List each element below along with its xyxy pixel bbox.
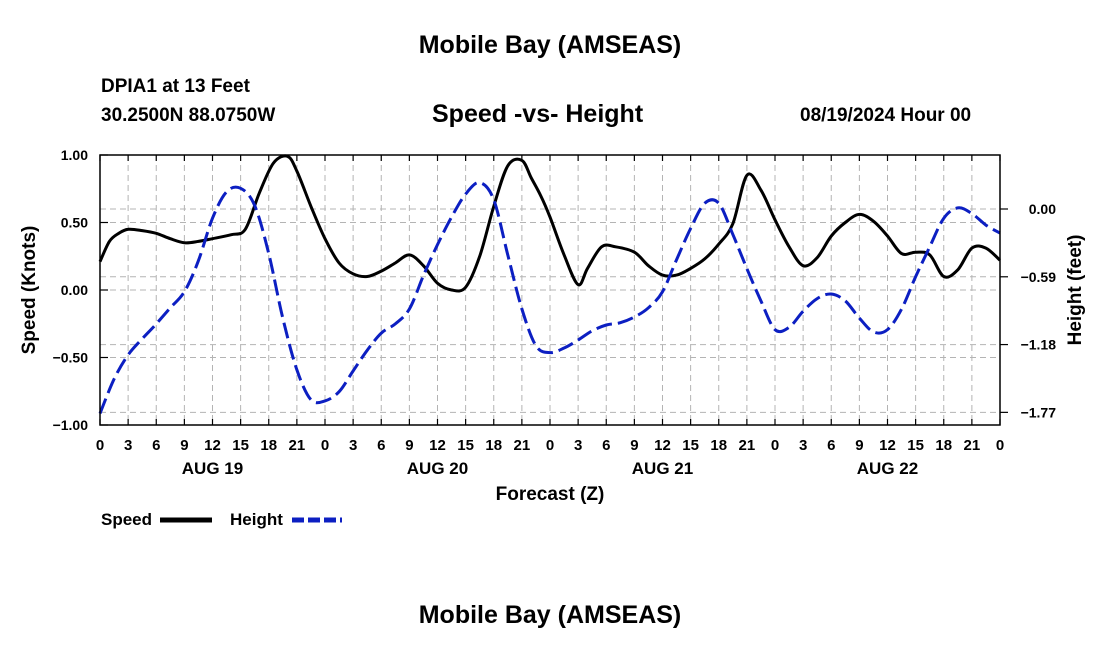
y-right-tick-label: 0.00 [1029, 201, 1056, 217]
y-axis-right-label: Height (feet) [1065, 235, 1086, 346]
x-tick-label: 3 [574, 437, 582, 454]
y-tick-label: 0.00 [61, 282, 88, 298]
x-tick-label: 3 [349, 437, 357, 454]
series-layer [98, 154, 1002, 415]
x-tick-label: 15 [457, 437, 474, 454]
x-tick-label: 15 [232, 437, 249, 454]
x-tick-label: 18 [260, 437, 277, 454]
x-tick-label: 9 [405, 437, 413, 454]
series-line-height [98, 181, 1001, 415]
x-tick-label: 9 [855, 437, 863, 454]
x-tick-label: 12 [204, 437, 221, 454]
x-tick-label: 18 [710, 437, 727, 454]
forecast-datetime: 08/19/2024 Hour 00 [800, 105, 972, 126]
date-label: AUG 21 [632, 459, 693, 478]
date-label: AUG 20 [407, 459, 468, 478]
y-tick-label: −1.00 [53, 417, 89, 433]
coordinates-label: 30.2500N 88.0750W [101, 105, 276, 126]
date-label: AUG 19 [182, 459, 243, 478]
x-tick-label: 6 [602, 437, 610, 454]
y-tick-label: 1.00 [61, 147, 88, 163]
x-tick-label: 21 [964, 437, 981, 454]
x-tick-label: 0 [546, 437, 554, 454]
y-right-tick-label: −1.77 [1021, 404, 1057, 420]
x-tick-label: 12 [654, 437, 671, 454]
x-tick-label: 9 [630, 437, 638, 454]
x-tick-label: 21 [739, 437, 756, 454]
station-label: DPIA1 at 13 Feet [101, 76, 250, 97]
y-right-tick-label: −0.59 [1021, 269, 1057, 285]
x-tick-label: 21 [514, 437, 531, 454]
legend-height-label: Height [230, 510, 283, 529]
x-tick-label: 6 [377, 437, 385, 454]
chart-subtitle: Speed -vs- Height [432, 100, 644, 128]
x-tick-label: 9 [180, 437, 188, 454]
legend-speed-label: Speed [101, 510, 152, 529]
x-tick-label: 0 [771, 437, 779, 454]
x-tick-label: 6 [827, 437, 835, 454]
x-tick-label: 12 [879, 437, 896, 454]
y-right-tick-label: −1.18 [1021, 337, 1057, 353]
x-tick-label: 0 [96, 437, 104, 454]
ticks: 0 3 6 9 12 15 18 21 0 3 6 9 12 15 18 21 0 3 6 9 12 15 18 21 0 3 6 9… [53, 147, 1057, 478]
bottom-title: Mobile Bay (AMSEAS) [418, 601, 682, 629]
legend: Speed Height [101, 510, 342, 529]
x-tick-label: 0 [996, 437, 1004, 454]
x-axis-label: Forecast (Z) [496, 484, 605, 505]
x-tick-label: 12 [429, 437, 446, 454]
y-tick-label: 0.50 [61, 215, 88, 231]
x-tick-label: 15 [907, 437, 924, 454]
x-tick-label: 3 [799, 437, 807, 454]
top-title: Mobile Bay (AMSEAS) [418, 31, 682, 59]
x-tick-label: 6 [152, 437, 160, 454]
x-tick-label: 18 [485, 437, 502, 454]
x-tick-label: 15 [682, 437, 699, 454]
date-label: AUG 22 [857, 459, 918, 478]
y-tick-label: −0.50 [53, 350, 89, 366]
x-tick-label: 21 [289, 437, 306, 454]
x-tick-label: 18 [935, 437, 952, 454]
x-tick-label: 0 [321, 437, 329, 454]
y-axis-label: Speed (Knots) [19, 226, 40, 355]
x-tick-label: 3 [124, 437, 132, 454]
series-line-speed [98, 154, 1002, 293]
grid [100, 155, 1000, 425]
